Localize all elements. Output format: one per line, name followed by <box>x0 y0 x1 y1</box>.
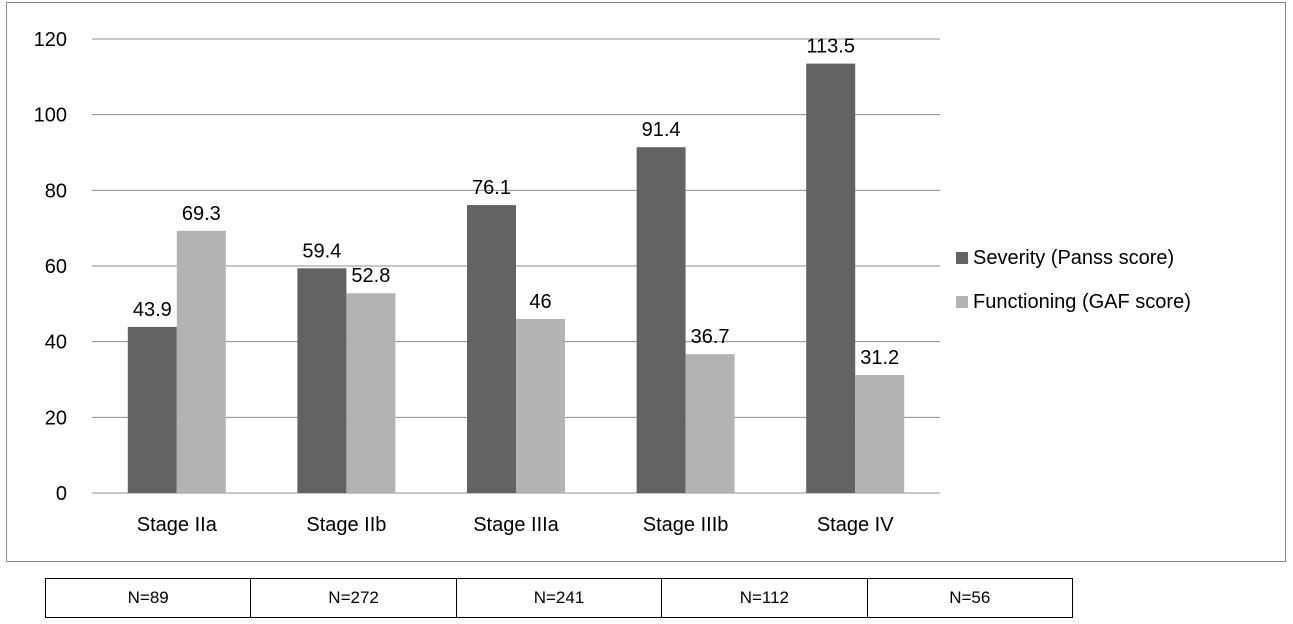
sample-size-cell: N=241 <box>455 578 663 618</box>
bar <box>806 63 856 493</box>
data-label: 46 <box>529 291 551 313</box>
y-tick-label: 0 <box>56 483 67 505</box>
y-tick-label: 80 <box>45 180 67 202</box>
bar <box>685 354 735 493</box>
x-tick-label: Stage IIa <box>137 514 218 536</box>
y-tick-label: 120 <box>34 29 67 51</box>
bar <box>297 268 347 493</box>
data-label: 36.7 <box>691 326 730 348</box>
bar-chart: 0 20 40 60 80 100 120 43.9 59.4 76.1 91.4 113.5 69.… <box>34 29 1191 536</box>
chart-frame: 0 20 40 60 80 100 120 43.9 59.4 76.1 91.4 113.5 69.… <box>6 2 1286 562</box>
data-label: 69.3 <box>182 203 221 225</box>
legend-swatch <box>956 296 968 308</box>
y-tick-label: 40 <box>45 332 67 354</box>
x-tick-label: Stage IV <box>817 514 894 536</box>
bar <box>636 147 686 493</box>
data-label: 59.4 <box>302 240 341 262</box>
legend-label: Functioning (GAF score) <box>973 291 1191 313</box>
legend-label: Severity (Panss score) <box>973 247 1174 269</box>
bar <box>467 205 516 494</box>
bar <box>127 326 177 493</box>
data-label: 113.5 <box>806 36 855 58</box>
bar <box>855 374 905 493</box>
x-tick-label: Stage IIb <box>306 514 386 536</box>
y-tick-label: 100 <box>34 105 67 127</box>
x-tick-label: Stage IIIb <box>643 514 729 536</box>
data-label: 91.4 <box>642 119 681 141</box>
x-tick-label: Stage IIIa <box>473 514 559 536</box>
bar <box>516 318 565 493</box>
x-axis-ticks: Stage IIa Stage IIb Stage IIIa Stage IIIb St… <box>137 514 894 536</box>
sample-size-cell: N=272 <box>250 578 457 618</box>
bar <box>346 293 396 493</box>
bars <box>127 63 905 494</box>
data-label: 76.1 <box>472 177 511 199</box>
y-axis-ticks: 0 20 40 60 80 100 120 <box>34 29 67 505</box>
sample-size-cell: N=112 <box>661 578 868 618</box>
sample-size-cell: N=56 <box>866 578 1074 618</box>
data-label: 31.2 <box>860 347 899 369</box>
legend-swatch <box>956 252 968 264</box>
data-labels: 43.9 59.4 76.1 91.4 113.5 69.3 52.8 46 36.7 31.2 <box>133 36 899 369</box>
legend: Severity (Panss score) Functioning (GAF s… <box>956 247 1191 313</box>
sample-size-row: N=89 N=272 N=241 N=112 N=56 <box>44 578 1074 618</box>
y-tick-label: 60 <box>45 256 67 278</box>
y-tick-label: 20 <box>45 407 67 429</box>
data-label: 43.9 <box>133 299 172 321</box>
bar <box>176 230 226 493</box>
sample-size-table: N=89 N=272 N=241 N=112 N=56 <box>44 578 1074 618</box>
sample-size-cell: N=89 <box>44 578 252 618</box>
data-label: 52.8 <box>351 265 390 287</box>
